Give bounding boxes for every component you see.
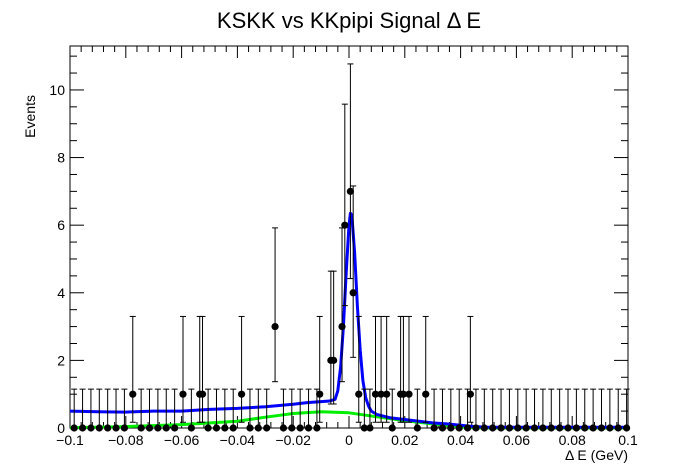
- data-point: [606, 424, 614, 432]
- data-point: [472, 424, 480, 432]
- data-point: [405, 390, 413, 398]
- data-point: [204, 424, 212, 432]
- x-tick-label: 0.08: [559, 432, 586, 448]
- data-point: [623, 424, 631, 432]
- data-point: [313, 424, 321, 432]
- data-point: [162, 424, 170, 432]
- data-point: [497, 424, 505, 432]
- x-tick-label: 0: [345, 432, 353, 448]
- data-point: [212, 424, 221, 432]
- data-point: [371, 390, 380, 398]
- data-point: [137, 424, 145, 432]
- data-point: [430, 424, 438, 432]
- data-point: [70, 424, 78, 432]
- data-point: [463, 424, 472, 432]
- chart-title: KSKK vs KKpipi Signal Δ E: [217, 8, 481, 33]
- x-tick-label: 0.02: [391, 432, 418, 448]
- data-point: [179, 390, 187, 398]
- data-point: [229, 424, 237, 432]
- y-tick-label: 4: [57, 285, 65, 301]
- data-point: [383, 390, 391, 398]
- data-point: [422, 390, 430, 398]
- data-point: [246, 424, 254, 432]
- data-point: [87, 424, 95, 432]
- data-point: [104, 424, 112, 432]
- data-point: [338, 322, 346, 331]
- data-point: [377, 390, 385, 398]
- data-point: [447, 424, 455, 432]
- fit-curve-line: [69, 211, 628, 429]
- data-point: [288, 424, 296, 432]
- data-point: [360, 424, 368, 432]
- data-point: [581, 424, 589, 432]
- data-point: [399, 390, 408, 398]
- data-point: [221, 424, 229, 432]
- x-axis-label: Δ E (GeV): [565, 447, 628, 463]
- data-point: [438, 424, 447, 432]
- data-point: [296, 424, 304, 432]
- data-point: [489, 424, 497, 432]
- data-point: [330, 356, 338, 364]
- data-point: [466, 390, 474, 398]
- data-point: [129, 390, 137, 398]
- data-point: [589, 424, 597, 432]
- x-tick-label: 0.06: [503, 432, 530, 448]
- data-point: [120, 424, 129, 432]
- data-point: [237, 390, 246, 398]
- data-point: [547, 424, 555, 432]
- data-point: [263, 424, 271, 432]
- x-tick-label: 0.04: [447, 432, 474, 448]
- data-point: [254, 424, 262, 432]
- data-point: [304, 424, 313, 432]
- y-tick-label: 6: [57, 217, 65, 233]
- x-tick-label: −0.04: [220, 432, 256, 448]
- data-point: [78, 424, 87, 432]
- data-point: [505, 424, 514, 432]
- data-point: [316, 390, 324, 398]
- data-point: [187, 424, 195, 432]
- data-point: [171, 424, 179, 432]
- data-point: [572, 424, 580, 432]
- data-point: [530, 424, 539, 432]
- data-point: [271, 322, 279, 331]
- x-tick-label: −0.02: [275, 432, 311, 448]
- x-tick-label: −0.06: [164, 432, 200, 448]
- data-point: [198, 390, 207, 398]
- data-point: [597, 424, 606, 432]
- y-axis-label: Events: [22, 95, 38, 138]
- data-point: [556, 424, 564, 432]
- y-tick-label: 2: [57, 352, 65, 368]
- data-point: [145, 424, 154, 432]
- data-point: [346, 187, 354, 195]
- data-point: [388, 424, 396, 432]
- data-point: [154, 424, 162, 432]
- data-point: [480, 424, 488, 432]
- data-point: [279, 424, 288, 432]
- data-point: [455, 424, 463, 432]
- x-tick-label: −0.08: [108, 432, 144, 448]
- plot-area: −0.1 −0.08 −0.06 −0.04 −0.02 0 0.02 0.04 0.06 0.0…: [49, 45, 638, 448]
- data-point: [349, 289, 357, 297]
- data-point: [413, 424, 421, 432]
- data-point: [355, 390, 363, 398]
- data-point: [522, 424, 530, 432]
- x-tick-label: 0.1: [618, 432, 638, 448]
- x-tick-label: −0.1: [56, 432, 84, 448]
- data-point: [95, 424, 103, 432]
- data-point: [112, 424, 120, 432]
- data-point: [341, 221, 349, 229]
- data-point: [539, 424, 547, 432]
- data-point: [614, 424, 622, 432]
- y-tick-label: 0: [57, 420, 65, 436]
- data-point: [564, 424, 572, 432]
- data-point: [366, 424, 374, 432]
- y-tick-label: 10: [49, 82, 65, 98]
- y-tick-label: 8: [57, 150, 65, 166]
- data-point: [514, 424, 522, 432]
